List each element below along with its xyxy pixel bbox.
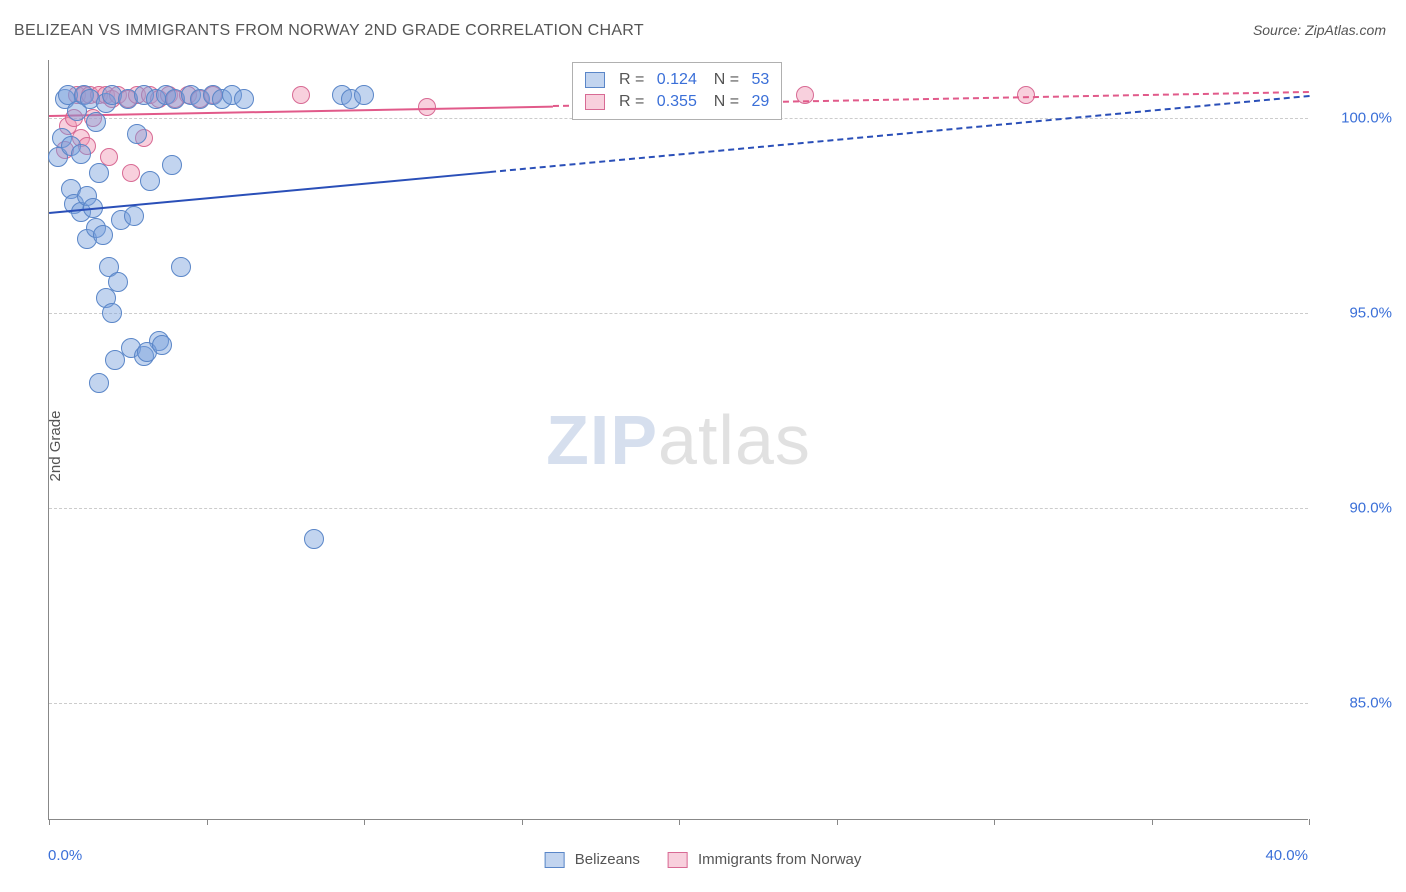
source-label: Source: ZipAtlas.com [1253, 22, 1386, 38]
x-tick-mark [994, 819, 995, 825]
data-point[interactable] [86, 112, 106, 132]
x-tick-mark [679, 819, 680, 825]
plot-area[interactable]: ZIPatlas [48, 60, 1308, 820]
stat-n-value: 53 [752, 71, 770, 89]
swatch-icon [545, 852, 565, 868]
legend-item-belizeans[interactable]: Belizeans [545, 851, 640, 868]
x-tick-mark [522, 819, 523, 825]
data-point[interactable] [1017, 86, 1035, 104]
stat-r-value: 0.355 [657, 93, 697, 111]
watermark-zip: ZIP [546, 401, 658, 479]
grid-line [49, 313, 1308, 314]
data-point[interactable] [152, 335, 172, 355]
stat-n-label: N = [705, 71, 744, 89]
stat-r-label: R = [619, 93, 649, 111]
y-tick-label: 90.0% [1349, 500, 1392, 517]
legend-label: Belizeans [575, 851, 640, 868]
trend-line [49, 171, 490, 214]
stat-r-label: R = [619, 71, 649, 89]
stats-row: R = 0.124 N = 53 [585, 69, 769, 91]
data-point[interactable] [102, 303, 122, 323]
data-point[interactable] [71, 144, 91, 164]
data-point[interactable] [89, 373, 109, 393]
data-point[interactable] [418, 98, 436, 116]
data-point[interactable] [108, 272, 128, 292]
stats-row: R = 0.355 N = 29 [585, 91, 769, 113]
data-point[interactable] [140, 171, 160, 191]
chart-title[interactable]: BELIZEAN VS IMMIGRANTS FROM NORWAY 2ND G… [14, 22, 644, 40]
data-point[interactable] [122, 164, 140, 182]
x-tick-mark [837, 819, 838, 825]
x-tick-mark [49, 819, 50, 825]
watermark: ZIPatlas [546, 400, 811, 480]
watermark-rest: atlas [658, 401, 811, 479]
data-point[interactable] [124, 206, 144, 226]
x-max-label: 40.0% [1265, 847, 1308, 864]
stats-box: R = 0.124 N = 53R = 0.355 N = 29 [572, 62, 782, 120]
swatch-icon [668, 852, 688, 868]
grid-line [49, 703, 1308, 704]
swatch-icon [585, 72, 605, 88]
data-point[interactable] [292, 86, 310, 104]
x-tick-mark [207, 819, 208, 825]
data-point[interactable] [304, 529, 324, 549]
x-tick-mark [1152, 819, 1153, 825]
data-point[interactable] [171, 257, 191, 277]
stat-r-value: 0.124 [657, 71, 697, 89]
grid-line [49, 508, 1308, 509]
legend: Belizeans Immigrants from Norway [545, 851, 862, 868]
y-tick-label: 85.0% [1349, 695, 1392, 712]
data-point[interactable] [162, 155, 182, 175]
stat-n-value: 29 [752, 93, 770, 111]
x-min-label: 0.0% [48, 847, 82, 864]
stat-n-label: N = [705, 93, 744, 111]
data-point[interactable] [127, 124, 147, 144]
x-tick-mark [1309, 819, 1310, 825]
legend-item-norway[interactable]: Immigrants from Norway [668, 851, 862, 868]
data-point[interactable] [89, 163, 109, 183]
y-tick-label: 95.0% [1349, 305, 1392, 322]
y-tick-label: 100.0% [1341, 110, 1392, 127]
data-point[interactable] [354, 85, 374, 105]
swatch-icon [585, 94, 605, 110]
data-point[interactable] [93, 225, 113, 245]
x-tick-mark [364, 819, 365, 825]
legend-label: Immigrants from Norway [698, 851, 861, 868]
data-point[interactable] [234, 89, 254, 109]
